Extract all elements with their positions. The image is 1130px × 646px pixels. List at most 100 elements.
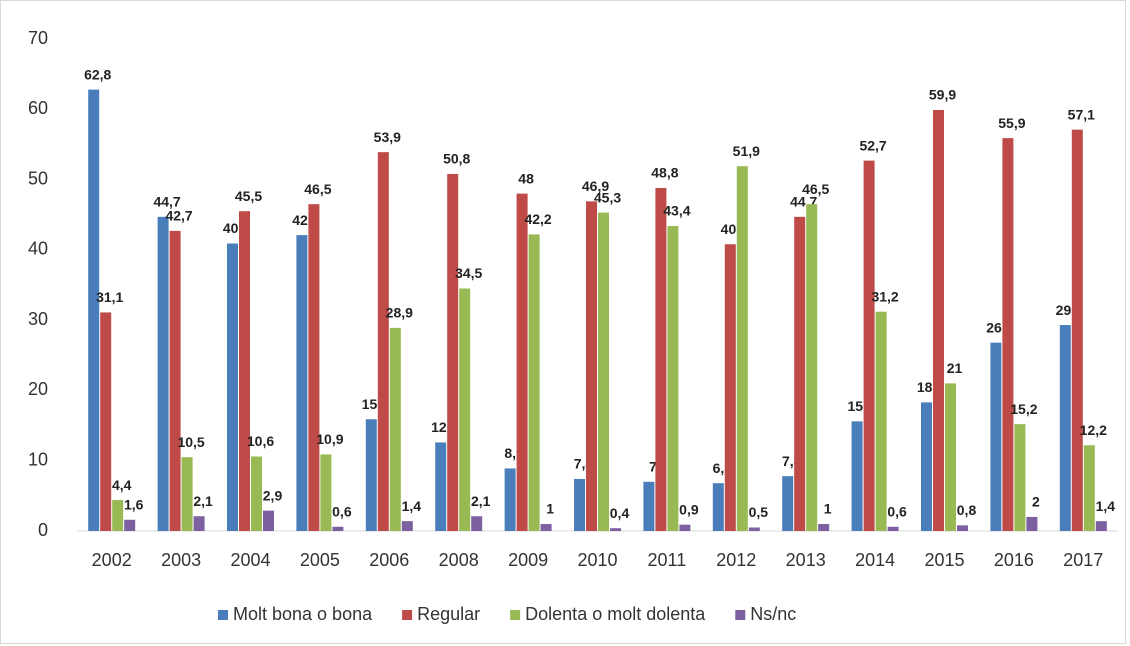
bar xyxy=(365,419,377,531)
legend-label: Ns/nc xyxy=(750,604,796,624)
bar xyxy=(1095,521,1107,531)
bar xyxy=(643,481,655,531)
value-label: 2,1 xyxy=(471,493,491,509)
value-label: 2,9 xyxy=(263,487,283,503)
bar xyxy=(945,383,956,531)
value-label: 1,4 xyxy=(402,498,422,514)
bar xyxy=(181,457,193,531)
value-label: 46,5 xyxy=(802,181,829,197)
value-label: 55,9 xyxy=(998,115,1025,131)
value-label: 0,4 xyxy=(610,505,630,521)
value-label: 7 xyxy=(649,459,657,475)
legend-label: Regular xyxy=(417,604,480,624)
value-label: 1 xyxy=(546,501,554,517)
bar xyxy=(586,201,597,532)
bar xyxy=(957,525,968,531)
value-label: 10,9 xyxy=(316,431,343,447)
bar xyxy=(794,216,806,531)
y-tick-label: 20 xyxy=(28,379,48,399)
bar xyxy=(471,516,483,531)
x-tick-label: 2012 xyxy=(716,550,756,570)
y-tick-label: 40 xyxy=(28,239,48,259)
x-tick-label: 2005 xyxy=(300,550,340,570)
value-label: 1 xyxy=(824,501,832,517)
value-label: 42,2 xyxy=(524,211,551,227)
value-label: 48 xyxy=(518,170,534,186)
y-tick-label: 60 xyxy=(28,98,48,118)
value-label: 34,5 xyxy=(455,265,482,281)
value-label: 1,4 xyxy=(1096,498,1116,514)
bar xyxy=(655,188,667,531)
x-tick-label: 2006 xyxy=(369,550,409,570)
value-label: 0,6 xyxy=(332,503,352,519)
bar xyxy=(193,516,205,531)
y-tick-label: 70 xyxy=(28,28,48,48)
bar xyxy=(227,243,238,531)
bar xyxy=(112,500,124,531)
y-tick-label: 10 xyxy=(28,449,48,469)
bar xyxy=(921,402,932,531)
bar xyxy=(1083,445,1095,531)
x-tick-label: 2004 xyxy=(230,550,270,570)
value-label: 45,5 xyxy=(235,188,262,204)
bar xyxy=(332,526,344,531)
bar xyxy=(100,312,112,531)
value-label: 31,1 xyxy=(96,289,123,305)
value-label: 10,6 xyxy=(247,433,274,449)
value-label: 53,9 xyxy=(374,129,401,145)
value-label: 21 xyxy=(947,360,963,376)
bar xyxy=(736,166,748,531)
x-tick-label: 2013 xyxy=(786,550,826,570)
x-tick-label: 2016 xyxy=(994,550,1034,570)
bar xyxy=(459,288,471,531)
bar xyxy=(389,327,401,531)
value-label: 31,2 xyxy=(871,288,898,304)
y-tick-label: 30 xyxy=(28,309,48,329)
bar xyxy=(540,523,552,531)
bar xyxy=(1059,325,1071,531)
value-label: 46,5 xyxy=(304,181,331,197)
legend-swatch xyxy=(218,610,228,620)
bar xyxy=(667,225,679,531)
bar xyxy=(1026,516,1038,531)
bar xyxy=(875,311,887,531)
x-tick-label: 2014 xyxy=(855,550,895,570)
value-label: 2 xyxy=(1032,494,1040,510)
value-label: 2,1 xyxy=(193,493,213,509)
bar xyxy=(574,478,585,531)
x-tick-label: 2009 xyxy=(508,550,548,570)
value-label: 0,9 xyxy=(679,501,699,517)
x-tick-label: 2015 xyxy=(924,550,964,570)
value-label: 52,7 xyxy=(859,137,886,153)
bar xyxy=(610,528,621,531)
value-label: 50,8 xyxy=(443,151,470,167)
bar xyxy=(933,109,944,531)
value-label: 45,3 xyxy=(594,189,621,205)
bar xyxy=(887,526,899,531)
value-label: 62,8 xyxy=(84,66,111,82)
x-tick-label: 2011 xyxy=(648,550,687,570)
legend-swatch xyxy=(510,610,521,620)
value-label: 51,9 xyxy=(733,143,760,159)
value-label: 44,7 xyxy=(153,194,180,210)
bar xyxy=(1071,129,1083,531)
bar xyxy=(251,456,262,531)
x-tick-label: 2008 xyxy=(439,550,479,570)
value-label: 0,5 xyxy=(749,504,769,520)
value-label: 10,5 xyxy=(177,434,204,450)
bar xyxy=(435,442,447,531)
bar xyxy=(851,421,863,531)
bar xyxy=(401,521,413,531)
bar xyxy=(308,204,320,531)
value-label: 46,9 xyxy=(582,178,609,194)
value-label: 0,8 xyxy=(957,502,977,518)
bar xyxy=(239,211,250,531)
bar xyxy=(990,342,1002,531)
value-label: 59,9 xyxy=(929,87,956,103)
value-label: 4,4 xyxy=(112,477,132,493)
y-tick-label: 0 xyxy=(38,520,48,540)
x-tick-label: 2017 xyxy=(1063,550,1103,570)
legend-swatch xyxy=(735,610,746,620)
